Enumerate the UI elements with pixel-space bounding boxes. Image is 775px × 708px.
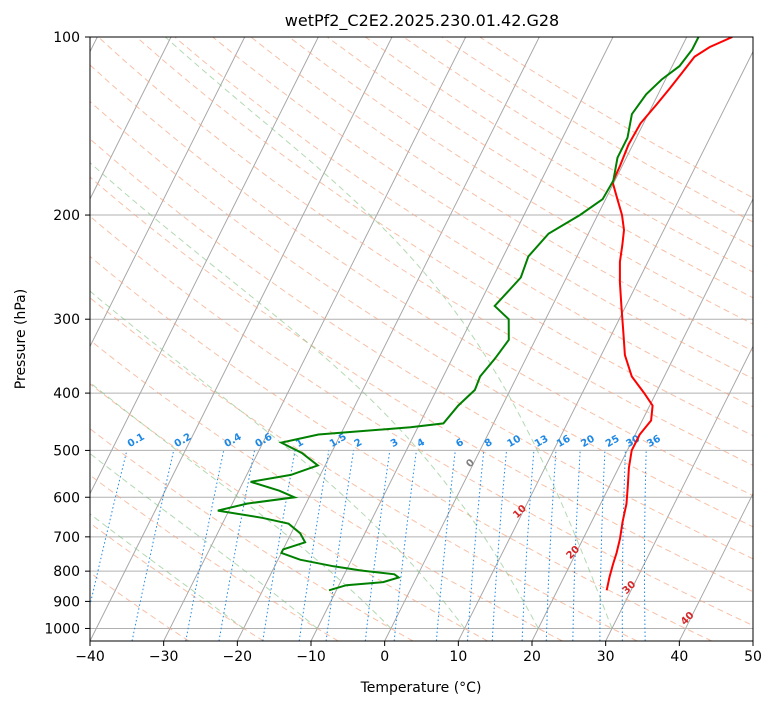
mixing-ratio-label: 20	[579, 433, 597, 450]
moist-adiabat-line	[90, 513, 244, 629]
y-tick-label: 700	[53, 530, 80, 546]
x-tick-label: −40	[75, 649, 105, 665]
x-tick-label: 50	[744, 649, 762, 665]
mixing-ratio-label: 3	[389, 437, 401, 450]
mixing-ratio-line	[218, 450, 255, 641]
x-tick-label: 20	[523, 649, 541, 665]
mixing-ratio-line	[364, 450, 391, 641]
mixing-ratio-line	[644, 450, 647, 641]
mixing-ratio-line	[325, 450, 355, 641]
plot-frame	[89, 36, 754, 642]
mixing-ratio-line	[435, 450, 456, 641]
mixing-ratio-line	[298, 450, 330, 641]
y-axis-label: Pressure (hPa)	[13, 289, 29, 389]
mixing-ratio-label: 10	[506, 433, 524, 450]
mixing-ratio-line	[90, 450, 128, 608]
profile-line	[605, 37, 733, 591]
isotherm-line	[384, 37, 688, 641]
x-axis-ticks: −40 −30 −20 −10 0 10 20 30 40 50	[75, 641, 762, 665]
y-tick-label: 400	[53, 386, 80, 402]
y-tick-label: 800	[53, 564, 80, 580]
mixing-ratio-label: 1	[294, 437, 306, 450]
mixing-ratio-line	[491, 450, 507, 641]
moist-adiabat-line	[90, 162, 539, 629]
y-tick-label: 500	[53, 443, 80, 459]
y-tick-label: 300	[53, 312, 80, 328]
isotherm-line	[236, 37, 540, 641]
chart-title: wetPf2_C2E2.2025.230.01.42.G28	[285, 11, 559, 31]
plot-area: 0.1 0.2 0.4 0.6 1 1.5 2 3 4 6 8 10 13 16 20 25 30 3601020…	[90, 37, 753, 641]
isotherm-line	[678, 492, 753, 641]
x-tick-label: −20	[223, 649, 253, 665]
isotherm-line	[752, 639, 753, 641]
mixing-ratio-label: 16	[555, 434, 573, 451]
moist-adiabat-line	[90, 290, 465, 629]
dry-adiabat-line	[90, 474, 339, 641]
mixing-ratio-label: 4	[415, 437, 427, 450]
profile-series	[217, 37, 733, 592]
dry-adiabat-line	[479, 37, 753, 199]
dry-adiabat-line	[90, 215, 753, 627]
isotherm-line	[531, 197, 753, 641]
isotherm-line	[90, 37, 246, 348]
moist-adiabat-line	[90, 452, 318, 629]
isotherm-line	[90, 37, 319, 495]
x-tick-label: 10	[449, 649, 467, 665]
y-tick-label: 900	[53, 594, 80, 610]
dry-adiabat-line	[90, 100, 753, 528]
mixing-ratio-label: 2	[353, 437, 365, 450]
y-axis-ticks: 100 200 300 400 500 600 700 800 900 1000	[44, 30, 90, 637]
isotherm-line	[457, 50, 753, 641]
dry-adiabat-line	[90, 138, 753, 560]
mixing-ratio-label: 25	[604, 433, 622, 450]
background-lines	[90, 37, 753, 641]
dry-adiabat-line	[90, 297, 638, 641]
dry-adiabat-line	[90, 176, 753, 593]
mixing-ratio-label: 0.1	[126, 432, 147, 450]
dry-adiabat-line	[403, 37, 753, 248]
dry-adiabat-line	[90, 383, 488, 641]
y-tick-label: 600	[53, 490, 80, 506]
dry-adiabat-line	[90, 64, 753, 497]
x-tick-label: 40	[670, 649, 688, 665]
x-tick-label: −10	[296, 649, 326, 665]
dry-adiabat-line	[90, 522, 264, 641]
dry-adiabat-line	[326, 37, 753, 299]
mixing-ratio-label: 0.4	[223, 432, 244, 450]
dry-adiabat-line	[97, 37, 753, 466]
dry-adiabat-line	[90, 428, 414, 641]
mixing-ratio-label: 6	[454, 437, 466, 450]
dry-adiabat-line	[90, 339, 563, 641]
isotherm-line	[163, 37, 467, 641]
dry-adiabat-line	[90, 571, 190, 641]
isotherm-line	[90, 37, 172, 201]
mixing-ratio-line	[393, 450, 417, 641]
x-tick-label: −30	[149, 649, 179, 665]
mixing-ratio-label: 0.2	[173, 432, 194, 450]
profile-line	[217, 37, 700, 592]
mixing-ratio-line	[131, 450, 175, 641]
y-tick-label: 200	[53, 208, 80, 224]
dry-adiabat-line	[136, 37, 753, 437]
mixing-ratio-line	[621, 450, 626, 641]
moist-adiabat-line	[90, 381, 392, 629]
dry-adiabat-line	[212, 37, 753, 380]
mixing-ratio-label: 8	[483, 437, 495, 450]
y-tick-label: 1000	[44, 621, 80, 637]
mixing-ratio-line	[599, 450, 606, 641]
isotherm-line	[90, 37, 393, 641]
isotherm-line	[605, 345, 753, 641]
line-annotations: 0.1 0.2 0.4 0.6 1 1.5 2 3 4 6 8 10 13 16 20 25 30 3601020…	[126, 432, 697, 628]
dry-adiabat-line	[90, 255, 712, 641]
x-axis-label: Temperature (°C)	[360, 680, 482, 696]
x-tick-label: 0	[380, 649, 389, 665]
mixing-ratio-label: 36	[645, 434, 663, 451]
y-tick-label: 100	[53, 30, 80, 46]
moist-adiabat-line	[164, 37, 613, 629]
x-tick-label: 30	[597, 649, 615, 665]
